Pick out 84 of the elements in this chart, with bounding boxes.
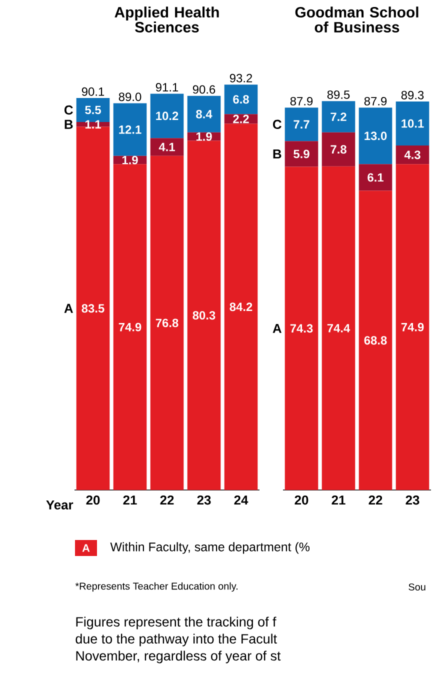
x-tick-label: 22: [160, 496, 174, 505]
bar: [224, 124, 258, 490]
data-label: 10.1: [402, 119, 424, 128]
bar: [322, 132, 356, 166]
data-label: 7.2: [330, 112, 346, 121]
data-label: 83.5: [82, 304, 104, 313]
data-label: 7.7: [294, 120, 310, 128]
x-tick-label: 21: [332, 496, 346, 505]
bar: [150, 138, 184, 156]
bar: [113, 103, 147, 156]
data-label: 1.9: [122, 156, 138, 164]
bar: [224, 84, 258, 114]
data-label: 76.8: [156, 318, 178, 328]
total-label: 93.2: [230, 74, 252, 82]
bar: [284, 166, 318, 490]
data-label: 1.9: [196, 132, 212, 141]
bar: [76, 122, 110, 127]
bar: [396, 102, 430, 146]
bar: [358, 108, 392, 164]
total-label: 89.5: [327, 90, 350, 99]
bar: [150, 94, 184, 138]
total-label: 90.1: [82, 87, 104, 96]
data-label: 80.3: [192, 311, 216, 320]
data-label: 5.5: [85, 106, 101, 114]
x-tick-label: 22: [368, 496, 382, 505]
bar: [358, 164, 392, 191]
total-label: 89.0: [118, 92, 142, 102]
bar: [284, 108, 318, 142]
total-label: 90.6: [192, 85, 216, 94]
data-label: 8.4: [196, 110, 212, 118]
data-label: 84.2: [230, 302, 252, 312]
bar: [113, 164, 147, 490]
series-label: C: [272, 120, 282, 129]
text: Sou: [408, 583, 426, 591]
bar: [358, 190, 392, 490]
data-label: 12.1: [119, 125, 142, 134]
series-label: C: [64, 105, 73, 115]
series-label: A: [272, 324, 282, 333]
x-tick-label: 20: [86, 496, 100, 505]
total-label: 87.9: [290, 96, 313, 106]
text: *Represents Teacher Education only.: [75, 582, 238, 592]
total-label: 89.3: [401, 90, 424, 100]
data-label: 4.1: [158, 142, 175, 152]
total-label: 91.1: [156, 83, 178, 92]
x-tick-label: 23: [406, 496, 420, 505]
series-label: A: [64, 304, 73, 313]
data-label: 6.1: [368, 173, 384, 182]
bar: [322, 166, 356, 490]
data-label: 68.8: [364, 336, 387, 345]
text: November, regardless of year of st: [76, 650, 281, 664]
data-label: 7.8: [330, 145, 346, 154]
x-tick-label: 24: [234, 496, 248, 505]
x-tick-label: 23: [197, 496, 211, 505]
data-label: 10.2: [156, 112, 178, 120]
data-label: 4.3: [404, 150, 420, 160]
x-tick-label: 20: [294, 496, 308, 505]
bar: [187, 140, 221, 490]
series-label: B: [273, 150, 282, 158]
data-label: 74.3: [290, 324, 313, 333]
data-label: 1.1: [85, 120, 101, 128]
bar: [284, 141, 318, 167]
bar: [396, 164, 430, 490]
data-label: 74.9: [118, 322, 142, 332]
text: Figures represent the tracking of f: [76, 616, 276, 630]
bar: [150, 156, 184, 490]
series-label: B: [64, 120, 73, 129]
data-label: 13.0: [364, 132, 387, 140]
x-axis-title: Year: [46, 500, 74, 510]
text: Within Faculty, same department (%: [110, 542, 310, 554]
data-label: 74.4: [327, 324, 350, 332]
data-label: 5.9: [294, 150, 310, 158]
data-label: 6.8: [233, 95, 249, 104]
bar: [76, 126, 110, 490]
text: A: [82, 544, 90, 552]
data-label: 2.2: [233, 114, 249, 124]
bar: [76, 98, 110, 122]
bar: [187, 96, 221, 132]
chart-title: Goodman School of Business: [295, 6, 418, 32]
bar: [322, 101, 356, 132]
text: due to the pathway into the Facult: [76, 634, 277, 646]
x-tick-label: 21: [123, 496, 137, 505]
chart-title: Applied Health Sciences: [114, 6, 219, 32]
total-label: 87.9: [364, 96, 387, 106]
data-label: 74.9: [401, 322, 424, 332]
